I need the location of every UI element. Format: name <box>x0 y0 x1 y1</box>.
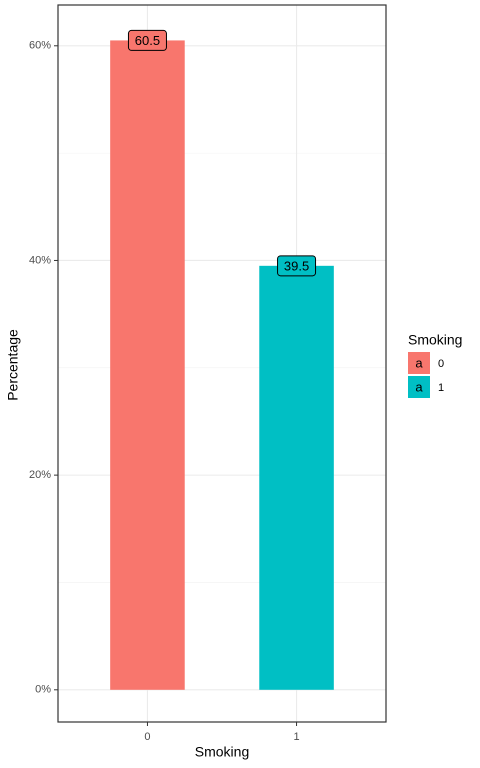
legend-label: 0 <box>438 358 444 370</box>
value-label: 60.5 <box>135 33 160 48</box>
legend-label: 1 <box>438 382 444 394</box>
y-tick-label: 40% <box>29 254 51 266</box>
x-tick-label: 1 <box>293 731 299 743</box>
legend-glyph: a <box>415 355 423 370</box>
y-axis-title: Percentage <box>5 329 21 401</box>
y-tick-label: 0% <box>35 684 51 696</box>
x-tick-label: 0 <box>144 731 150 743</box>
y-tick-label: 20% <box>29 469 51 481</box>
bar <box>110 40 185 690</box>
legend-key <box>408 352 430 374</box>
legend-glyph: a <box>415 379 423 394</box>
legend-key <box>408 376 430 398</box>
legend-title: Smoking <box>408 332 462 348</box>
value-label-box <box>277 255 317 277</box>
panel-border <box>57 4 387 723</box>
bar <box>259 265 334 690</box>
value-label: 39.5 <box>284 258 309 273</box>
y-tick-label: 60% <box>29 40 51 52</box>
x-axis-title: Smoking <box>195 744 249 760</box>
value-label-box <box>127 29 167 51</box>
